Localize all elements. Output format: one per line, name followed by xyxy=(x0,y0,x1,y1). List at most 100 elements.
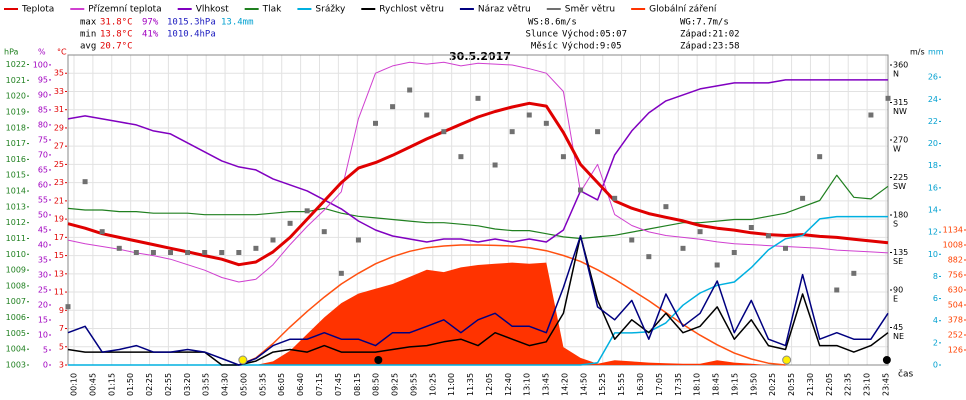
press-tick-label: 1004 xyxy=(6,345,26,354)
dir-tick-label: 180 xyxy=(893,211,908,220)
stat-label: avg xyxy=(80,42,96,52)
x-tick-label: 11:35 xyxy=(466,373,475,396)
x-tick-label: 03:20 xyxy=(183,373,192,396)
x-tick-label: 13:10 xyxy=(523,373,532,396)
x-tick-label: 05:00 xyxy=(239,373,248,396)
stat-temp: 31.8°C xyxy=(100,18,133,28)
dir-tick-label: 90 xyxy=(893,286,903,295)
dir-tick-label: 270 xyxy=(893,136,908,145)
x-tick-label: 08:15 xyxy=(353,373,362,396)
direction-point xyxy=(253,245,259,251)
direction-point xyxy=(185,250,191,255)
compass-label: W xyxy=(893,145,901,154)
direction-point xyxy=(680,245,686,251)
press-tick-label: 1010 xyxy=(6,250,26,259)
direction-point xyxy=(441,129,447,135)
direction-point xyxy=(612,195,618,201)
direction-point xyxy=(817,154,823,160)
press-tick-label: 1019 xyxy=(6,107,26,116)
stat-press: 1010.4hPa xyxy=(167,30,216,40)
hum-tick-label: 35 xyxy=(38,255,48,264)
rain-tick-label: 22 xyxy=(928,117,938,126)
hum-tick-label: 10 xyxy=(38,330,48,339)
compass-label: SW xyxy=(893,182,906,191)
direction-point xyxy=(783,245,788,251)
x-tick-label: 21:30 xyxy=(806,373,815,396)
hum-tick-label: 40 xyxy=(38,240,48,249)
press-tick-label: 1011 xyxy=(6,234,26,243)
hum-tick-label: 60 xyxy=(38,180,48,189)
dir-tick-label: 360 xyxy=(893,61,908,70)
x-tick-label: 00:45 xyxy=(88,373,97,396)
direction-point xyxy=(458,154,464,160)
moon-label: Měsíc xyxy=(531,42,558,52)
series-line xyxy=(67,174,889,240)
temp-tick-label: 29 xyxy=(54,123,64,132)
direction-point xyxy=(287,220,293,226)
direction-point xyxy=(202,250,208,255)
temp-tick-label: 33 xyxy=(54,87,64,96)
x-tick-label: 09:55 xyxy=(409,373,418,396)
direction-point xyxy=(424,112,430,118)
temp-tick-label: 31 xyxy=(54,105,64,114)
stat-rain: 13.4mm xyxy=(221,18,254,28)
x-tick-label: 10:25 xyxy=(428,373,437,396)
temp-tick-label: 25 xyxy=(54,160,64,169)
direction-point xyxy=(629,237,635,243)
compass-label: NE xyxy=(893,332,904,341)
rad-tick-label: 882 xyxy=(948,256,963,265)
direction-point xyxy=(800,195,806,201)
rain-tick-label: 10 xyxy=(928,250,938,259)
hum-tick-label: 25 xyxy=(38,285,48,294)
press-tick-label: 1008 xyxy=(6,281,26,290)
direction-point xyxy=(885,95,891,101)
hum-tick-label: 0 xyxy=(43,361,48,370)
direction-point xyxy=(99,229,105,235)
hum-tick-label: 80 xyxy=(38,120,48,129)
direction-point xyxy=(373,120,378,126)
direction-point xyxy=(65,304,71,310)
legend-label: Globální záření xyxy=(649,5,717,15)
sun-label: Slunce xyxy=(525,30,558,40)
direction-point xyxy=(236,250,242,255)
temp-tick-label: 9 xyxy=(59,306,64,315)
x-tick-label: 09:25 xyxy=(391,373,400,396)
series-line xyxy=(67,101,889,267)
x-tick-label: 17:35 xyxy=(674,373,683,396)
dir-tick-label: 45 xyxy=(893,323,903,332)
direction-point xyxy=(116,245,122,251)
press-tick-label: 1007 xyxy=(6,297,26,306)
series-line xyxy=(68,215,888,366)
x-tick-label: 20:55 xyxy=(787,373,796,396)
direction-point xyxy=(492,162,498,168)
series-area xyxy=(68,262,888,365)
x-tick-label: 16:30 xyxy=(636,373,645,396)
x-tick-label: 12:40 xyxy=(504,373,513,396)
direction-point xyxy=(407,87,413,93)
press-tick-label: 1015 xyxy=(6,171,26,180)
chart-title: 30.5.2017 xyxy=(449,50,511,63)
hum-unit: % xyxy=(38,48,46,57)
temp-unit: °C xyxy=(57,48,67,57)
legend-label: Srážky xyxy=(315,5,346,15)
temp-tick-label: 17 xyxy=(54,233,64,242)
temp-tick-label: 23 xyxy=(54,178,64,187)
press-tick-label: 1021 xyxy=(6,76,26,85)
press-tick-label: 1020 xyxy=(6,92,26,101)
x-tick-label: 22:05 xyxy=(825,373,834,396)
hum-tick-label: 20 xyxy=(38,300,48,309)
sun-marker xyxy=(238,355,248,365)
direction-point xyxy=(748,225,754,230)
x-tick-label: 06:05 xyxy=(277,373,286,396)
direction-point xyxy=(509,129,515,135)
x-tick-label: 00:10 xyxy=(70,373,79,396)
direction-point xyxy=(714,262,720,268)
rain-unit: mm xyxy=(928,48,944,57)
x-tick-label: 15:55 xyxy=(617,373,626,396)
hum-tick-label: 75 xyxy=(38,135,48,144)
rain-tick-label: 8 xyxy=(933,272,938,281)
rain-tick-label: 24 xyxy=(928,95,938,104)
series-line xyxy=(238,244,786,366)
temp-tick-label: 27 xyxy=(54,142,64,151)
hum-tick-label: 15 xyxy=(38,315,48,324)
